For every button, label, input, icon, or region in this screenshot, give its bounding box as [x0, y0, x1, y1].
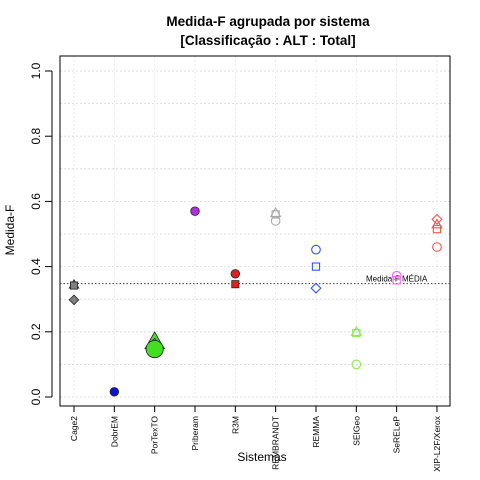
point-circle	[391, 270, 402, 281]
x-tick-label: PorTexTO	[150, 416, 160, 454]
y-tick-label: 0.2	[29, 323, 43, 340]
point-diamond	[310, 282, 322, 294]
x-tick-label: Priberam	[190, 416, 200, 450]
x-tick-label: XIP-L2F/Xerox	[432, 415, 442, 471]
x-axis: Cage2 DobrEM PorTexTO Priberam R3M REMBRANDT R…	[69, 405, 442, 472]
point-circle	[190, 206, 200, 216]
data-points	[68, 206, 443, 397]
chart-title: Medida-F agrupada por sistema	[166, 14, 370, 29]
point-square	[432, 224, 442, 234]
x-tick-label: Cage2	[69, 416, 79, 441]
point-square	[271, 210, 280, 219]
x-tick-label: DobrEM	[109, 416, 119, 447]
reference-line-group: Medida-F MÉDIA	[60, 275, 450, 285]
point-triangle	[431, 218, 443, 229]
y-axis: 0.0 0.2 0.4 0.6 0.8 1.0	[29, 62, 53, 405]
y-tick-label: 0.8	[29, 128, 43, 145]
point-circle	[145, 340, 164, 359]
point-square	[352, 328, 361, 338]
chart-subtitle: [Classificação : ALT : Total]	[180, 33, 355, 48]
grid-lines	[60, 56, 450, 406]
x-tick-label: R3M	[230, 416, 240, 434]
point-circle	[311, 244, 321, 255]
point-square	[231, 280, 240, 289]
x-axis-label: Sistemas	[237, 450, 286, 464]
y-tick-label: 0.6	[29, 193, 43, 210]
x-tick-label: SEIGeo	[351, 416, 361, 446]
point-circle	[432, 242, 442, 252]
x-tick-label: REMMA	[311, 416, 321, 448]
point-diamond	[68, 294, 80, 306]
point-square	[392, 276, 401, 285]
point-square	[311, 262, 321, 271]
point-circle	[109, 387, 120, 397]
y-tick-label: 1.0	[29, 62, 43, 79]
point-circle	[270, 216, 281, 226]
reference-line-label: Medida-F MÉDIA	[366, 275, 428, 284]
point-circle	[230, 269, 241, 279]
point-triangle	[350, 325, 363, 336]
point-circle	[351, 359, 362, 370]
y-tick-label: 0.0	[29, 388, 43, 405]
y-axis-label: Medida-F	[3, 205, 17, 256]
y-tick-label: 0.4	[29, 258, 43, 275]
x-tick-label: SeRELeP	[392, 416, 402, 454]
point-square	[70, 281, 79, 290]
plot-frame	[59, 55, 451, 407]
x-tick-label: REMBRANDT	[271, 416, 281, 470]
point-diamond	[431, 213, 443, 225]
